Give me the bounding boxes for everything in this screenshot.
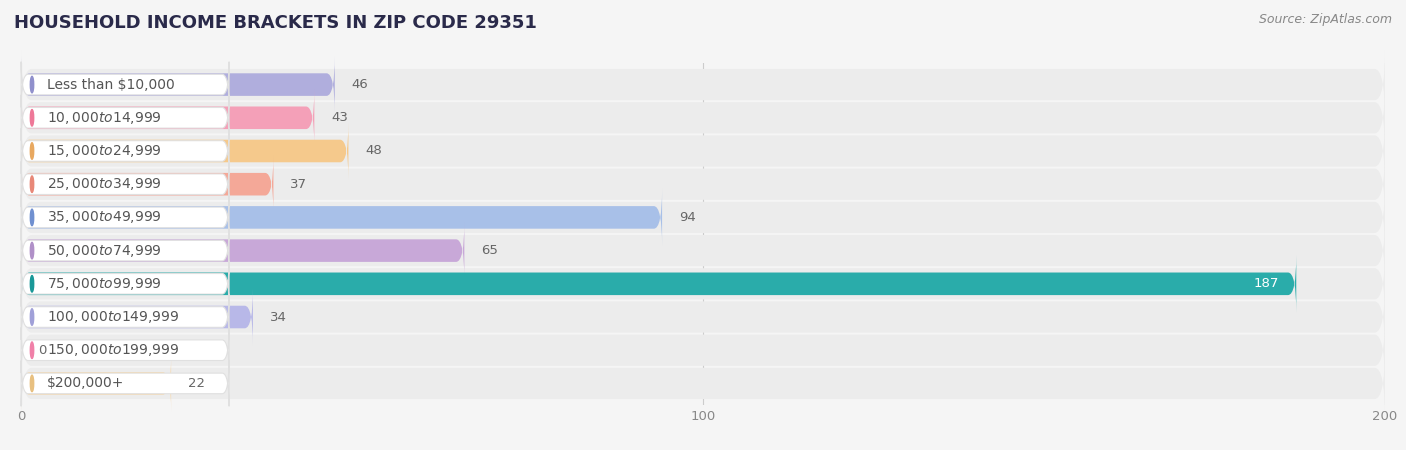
FancyBboxPatch shape: [21, 294, 229, 340]
Text: Source: ZipAtlas.com: Source: ZipAtlas.com: [1258, 14, 1392, 27]
FancyBboxPatch shape: [21, 62, 229, 108]
FancyBboxPatch shape: [21, 255, 1296, 312]
FancyBboxPatch shape: [21, 189, 662, 246]
Text: 48: 48: [366, 144, 382, 158]
FancyBboxPatch shape: [21, 316, 1385, 384]
Text: 65: 65: [481, 244, 498, 257]
Text: 22: 22: [188, 377, 205, 390]
Text: $25,000 to $34,999: $25,000 to $34,999: [46, 176, 162, 192]
Text: 0: 0: [38, 344, 46, 357]
FancyBboxPatch shape: [21, 288, 253, 346]
FancyBboxPatch shape: [21, 50, 1385, 119]
Text: $150,000 to $199,999: $150,000 to $199,999: [46, 342, 180, 358]
Circle shape: [31, 143, 34, 159]
Text: $10,000 to $14,999: $10,000 to $14,999: [46, 110, 162, 126]
FancyBboxPatch shape: [21, 194, 229, 240]
FancyBboxPatch shape: [21, 250, 1385, 318]
FancyBboxPatch shape: [21, 216, 1385, 285]
FancyBboxPatch shape: [21, 84, 1385, 152]
Text: $100,000 to $149,999: $100,000 to $149,999: [46, 309, 180, 325]
FancyBboxPatch shape: [21, 89, 315, 146]
Text: $15,000 to $24,999: $15,000 to $24,999: [46, 143, 162, 159]
Text: $50,000 to $74,999: $50,000 to $74,999: [46, 243, 162, 259]
FancyBboxPatch shape: [21, 161, 229, 207]
Text: $200,000+: $200,000+: [46, 376, 124, 391]
Text: HOUSEHOLD INCOME BRACKETS IN ZIP CODE 29351: HOUSEHOLD INCOME BRACKETS IN ZIP CODE 29…: [14, 14, 537, 32]
FancyBboxPatch shape: [21, 327, 229, 373]
Text: 37: 37: [291, 178, 308, 191]
Text: $75,000 to $99,999: $75,000 to $99,999: [46, 276, 162, 292]
FancyBboxPatch shape: [21, 122, 349, 180]
Circle shape: [31, 243, 34, 259]
Circle shape: [31, 209, 34, 225]
FancyBboxPatch shape: [21, 117, 1385, 185]
FancyBboxPatch shape: [21, 150, 1385, 218]
Text: 187: 187: [1254, 277, 1279, 290]
FancyBboxPatch shape: [21, 222, 464, 279]
Text: $35,000 to $49,999: $35,000 to $49,999: [46, 209, 162, 225]
Circle shape: [31, 76, 34, 93]
Text: 34: 34: [270, 310, 287, 324]
FancyBboxPatch shape: [21, 360, 229, 406]
Circle shape: [31, 375, 34, 392]
FancyBboxPatch shape: [21, 261, 229, 307]
Circle shape: [31, 275, 34, 292]
FancyBboxPatch shape: [21, 183, 1385, 252]
FancyBboxPatch shape: [21, 228, 229, 274]
FancyBboxPatch shape: [21, 355, 172, 412]
Text: 94: 94: [679, 211, 696, 224]
Text: 43: 43: [332, 111, 349, 124]
Text: Less than $10,000: Less than $10,000: [46, 77, 174, 92]
FancyBboxPatch shape: [21, 283, 1385, 351]
FancyBboxPatch shape: [21, 156, 273, 213]
Circle shape: [31, 309, 34, 325]
FancyBboxPatch shape: [21, 128, 229, 174]
FancyBboxPatch shape: [21, 95, 229, 141]
Text: 46: 46: [352, 78, 368, 91]
Circle shape: [31, 342, 34, 359]
FancyBboxPatch shape: [21, 349, 1385, 418]
Circle shape: [31, 176, 34, 193]
Circle shape: [31, 109, 34, 126]
FancyBboxPatch shape: [21, 56, 335, 113]
